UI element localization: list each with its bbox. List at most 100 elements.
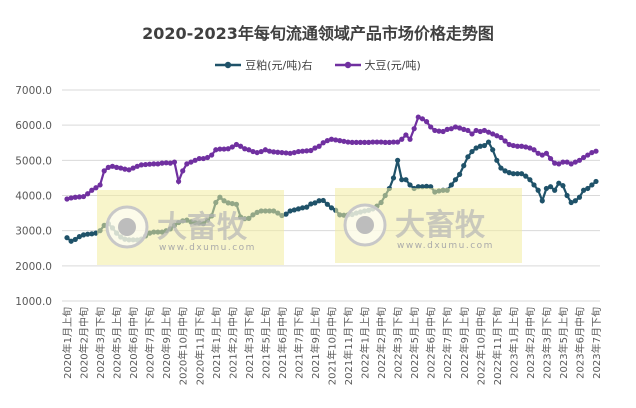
data-point-0 (68, 238, 74, 244)
x-tick-label: 2023年5月上旬 (557, 307, 570, 379)
data-point-0 (469, 148, 475, 155)
data-point-1 (200, 155, 206, 162)
data-point-0 (283, 211, 289, 217)
data-point-1 (295, 148, 302, 155)
data-point-1 (357, 139, 364, 145)
data-point-0 (490, 147, 496, 153)
data-point-1 (138, 162, 144, 168)
data-point-1 (341, 138, 347, 144)
x-tick-label: 2022年9月上旬 (458, 307, 471, 379)
data-point-1 (432, 127, 438, 134)
data-point-0 (531, 182, 537, 188)
data-point-1 (552, 160, 558, 166)
watermark-brand: 大畜牧 (157, 210, 248, 245)
x-tick-label: 2022年6月中旬 (425, 307, 438, 379)
chart-title: 2020-2023年每旬流通领域产品市场价格走势图 (142, 24, 494, 43)
data-point-1 (312, 145, 318, 151)
data-point-1 (415, 114, 421, 120)
data-point-1 (473, 127, 479, 134)
data-point-0 (316, 198, 322, 204)
x-tick-label: 2020年1月上旬 (61, 307, 74, 379)
data-point-1 (184, 161, 190, 167)
data-point-1 (97, 182, 103, 188)
data-point-0 (502, 168, 508, 174)
x-tick-label: 2020年6月中旬 (127, 307, 140, 379)
data-point-1 (271, 149, 277, 155)
data-point-1 (188, 159, 194, 165)
data-point-0 (448, 182, 454, 188)
data-point-0 (473, 145, 479, 151)
data-point-1 (386, 139, 392, 145)
data-point-1 (494, 133, 500, 139)
data-point-1 (76, 194, 82, 200)
x-tick-label: 2021年2月中旬 (226, 307, 239, 379)
watermark-logo-eye-icon (118, 218, 136, 236)
data-point-0 (543, 185, 550, 192)
data-point-1 (382, 139, 388, 145)
data-point-0 (312, 200, 318, 206)
data-point-0 (585, 185, 591, 192)
data-point-1 (122, 166, 128, 172)
data-point-1 (68, 195, 74, 201)
data-point-1 (547, 155, 554, 162)
data-point-1 (523, 144, 529, 150)
data-point-1 (407, 136, 413, 142)
data-point-1 (519, 143, 525, 149)
data-point-1 (101, 168, 107, 174)
data-point-0 (506, 170, 512, 176)
data-point-0 (423, 183, 430, 189)
series-line-1 (66, 115, 597, 201)
data-point-0 (547, 184, 554, 190)
data-point-0 (477, 143, 483, 149)
data-point-0 (324, 201, 330, 207)
data-point-0 (85, 231, 91, 237)
data-point-1 (316, 143, 322, 149)
data-point-1 (299, 148, 306, 154)
data-point-1 (411, 126, 417, 132)
data-point-1 (481, 127, 488, 134)
data-point-1 (171, 159, 178, 165)
data-point-1 (291, 149, 297, 156)
data-point-0 (485, 139, 492, 145)
data-point-0 (457, 171, 463, 177)
data-point-0 (494, 157, 500, 163)
data-point-1 (175, 178, 182, 185)
data-point-0 (481, 142, 488, 149)
legend-label-soybean: 大豆(元/吨) (364, 59, 421, 72)
data-point-1 (163, 160, 169, 166)
data-point-1 (564, 159, 570, 165)
data-point-1 (403, 132, 409, 138)
x-tick-label: 2023年6月中旬 (573, 307, 586, 379)
data-point-1 (159, 160, 165, 166)
watermark-url: www.dxumu.com (397, 241, 494, 251)
data-point-0 (593, 178, 599, 185)
watermark-brand: 大畜牧 (395, 208, 486, 243)
data-point-0 (552, 187, 558, 193)
x-tick-label: 2021年10月中旬 (326, 307, 339, 385)
data-point-1 (378, 139, 384, 145)
data-point-1 (283, 150, 289, 156)
data-point-1 (258, 148, 264, 155)
x-tick-label: 2021年3月下旬 (243, 307, 256, 379)
data-point-1 (242, 146, 248, 152)
x-tick-label: 2021年6月中旬 (276, 307, 289, 379)
data-point-1 (498, 134, 504, 141)
data-point-0 (304, 204, 310, 210)
data-point-1 (221, 146, 227, 152)
data-point-1 (213, 147, 219, 153)
x-tick-label: 2022年1月上旬 (359, 307, 372, 379)
data-point-0 (568, 199, 574, 206)
data-point-1 (147, 161, 153, 167)
data-point-1 (85, 191, 91, 197)
data-point-1 (204, 154, 211, 161)
data-point-1 (399, 136, 405, 142)
data-point-0 (514, 171, 521, 177)
y-tick-label: 1000.0 (15, 296, 52, 308)
data-point-0 (320, 197, 326, 204)
data-point-0 (498, 165, 504, 171)
data-point-1 (366, 139, 372, 145)
data-point-1 (130, 165, 136, 171)
data-point-1 (109, 163, 116, 169)
data-point-0 (64, 235, 70, 241)
